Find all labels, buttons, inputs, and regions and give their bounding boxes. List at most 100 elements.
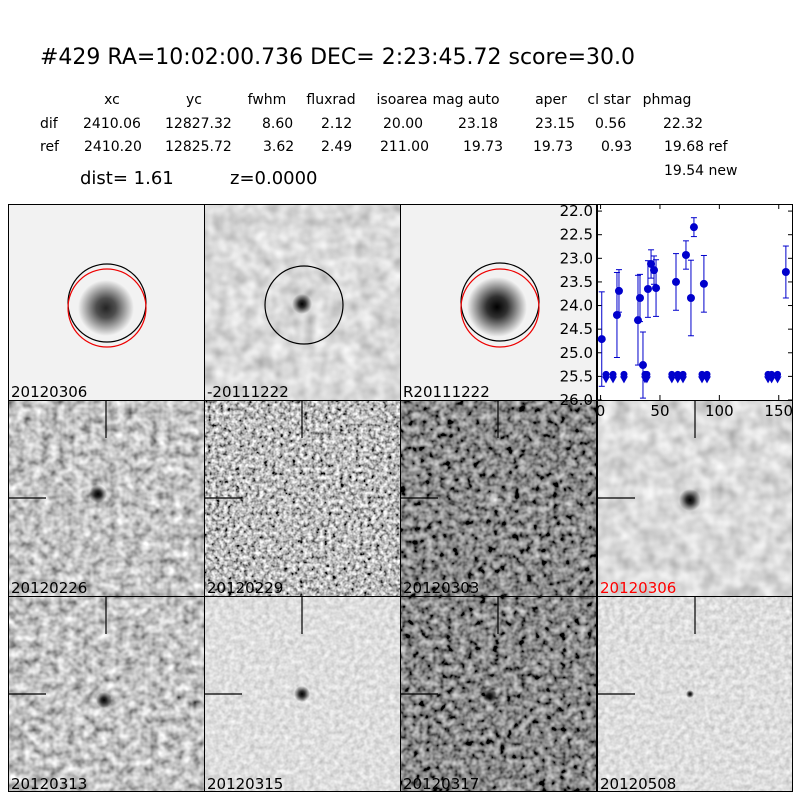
limit-arrow [679, 376, 688, 384]
cell: 22.32 [663, 116, 703, 132]
source [467, 277, 527, 337]
column-header: fluxrad [306, 92, 355, 108]
column-header: aper [535, 92, 567, 108]
frame [597, 596, 793, 792]
limit-point [768, 370, 776, 378]
cell: 3.62 [263, 139, 294, 155]
limit-point [620, 370, 628, 378]
cell: 2.49 [321, 139, 352, 155]
limit-point [643, 370, 651, 378]
source [89, 485, 107, 503]
column-header: fwhm [248, 92, 287, 108]
y-tick-label: 25.0 [560, 344, 593, 362]
point [781, 268, 790, 277]
panel-label: 20120303 [403, 579, 479, 597]
source [96, 692, 112, 708]
point [686, 293, 695, 302]
limit-point [668, 370, 676, 378]
point [614, 286, 623, 295]
cell: 19.68 ref [664, 139, 729, 155]
point [633, 316, 642, 325]
cell: 12827.32 [165, 116, 232, 132]
x-tick-label: 0 [596, 402, 606, 420]
row-label: ref [40, 139, 60, 155]
limit-point [774, 370, 782, 378]
limit-point [602, 370, 610, 378]
dist: dist= 1.61 [80, 168, 174, 189]
limit-point [609, 370, 617, 378]
y-tick-label: 23.5 [560, 273, 593, 291]
point [638, 361, 647, 370]
cell: 2410.06 [83, 116, 141, 132]
cell: 20.00 [383, 116, 423, 132]
cell: 19.73 [463, 139, 503, 155]
cell: 23.18 [458, 116, 498, 132]
y-tick-label: 23.0 [560, 249, 593, 267]
point [699, 279, 708, 288]
panel-label: R20111222 [403, 383, 490, 401]
plot-area [597, 204, 793, 400]
panel-label: 20120508 [600, 775, 676, 793]
x-tick-label: 50 [650, 402, 669, 420]
extra-mag: 19.54 new [664, 163, 737, 179]
column-header: phmag [643, 92, 692, 108]
point [671, 277, 680, 286]
point [643, 285, 652, 294]
limit-point [703, 370, 711, 378]
panel-label: 20120306 [11, 383, 87, 401]
y-tick-label: 26.0 [560, 391, 593, 409]
cell: 2.12 [321, 116, 352, 132]
source [488, 493, 502, 507]
column-header: xc [104, 92, 120, 108]
panel-label: 20120313 [11, 775, 87, 793]
point [636, 293, 645, 302]
panel-label: 20120315 [207, 775, 283, 793]
cell: 0.93 [601, 139, 632, 155]
y-tick-label: 22.5 [560, 226, 593, 244]
limit-arrow [767, 376, 776, 384]
limit-arrow [642, 376, 651, 384]
point [650, 266, 659, 275]
limit-point [698, 370, 706, 378]
cell: 12825.72 [165, 139, 232, 155]
point [681, 251, 690, 260]
source [679, 489, 701, 511]
panel-label: 20120306 [600, 579, 676, 597]
source [294, 686, 310, 702]
point [647, 259, 656, 268]
frame [400, 596, 597, 792]
limit-point [679, 370, 687, 378]
limit-arrow [602, 376, 611, 384]
title: #429 RA=10:02:00.736 DEC= 2:23:45.72 sco… [40, 45, 635, 70]
x-tick-label: 150 [764, 402, 793, 420]
limit-arrow [619, 376, 628, 384]
aperture [264, 265, 344, 345]
y-tick-label: 22.0 [560, 202, 593, 220]
aperture [67, 268, 147, 348]
y-tick-label: 24.5 [560, 320, 593, 338]
cell: 19.73 [533, 139, 573, 155]
point [652, 284, 661, 293]
column-header: yc [186, 92, 202, 108]
limit-arrow [702, 376, 711, 384]
cell: 0.56 [595, 116, 626, 132]
row-label: dif [40, 116, 59, 132]
aperture [460, 268, 540, 348]
point [612, 310, 621, 319]
panel-label: 20120226 [11, 579, 87, 597]
panel-label: 20120229 [207, 579, 283, 597]
y-tick-label: 25.5 [560, 367, 593, 385]
panel-label: 20120317 [403, 775, 479, 793]
crosshairs [8, 400, 696, 695]
limit-arrow [673, 376, 682, 384]
column-header: isoarea [377, 92, 428, 108]
cell: 211.00 [380, 139, 429, 155]
frames [8, 204, 793, 792]
source [483, 689, 497, 703]
limit-arrow [609, 376, 618, 384]
limit-arrow [773, 376, 782, 384]
cell: 8.60 [262, 116, 293, 132]
point [689, 223, 698, 232]
panel-label: -20111222 [207, 383, 289, 401]
